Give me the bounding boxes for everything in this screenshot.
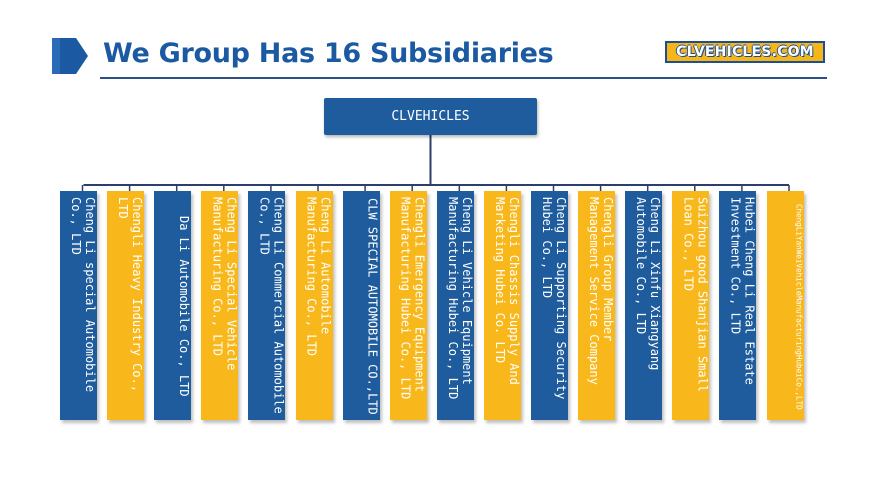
subsidiary-card: Chengli Group Member Management Service … bbox=[578, 191, 616, 420]
subsidiary-card: Cheng Li Automobile Manufacturing Co., L… bbox=[295, 191, 333, 420]
subsidiary-card: Chengli Chassis Supply And Marketing Hub… bbox=[483, 191, 521, 420]
org-root-node: CLVEHICLES bbox=[324, 98, 537, 135]
brand-logo: CLVEHICLES.COM bbox=[665, 41, 825, 63]
subsidiary-card: Chengli Heavy Industry Co., LTD bbox=[107, 191, 145, 420]
subsidiary-name: Chengli Group Member Management Service … bbox=[587, 197, 616, 385]
page-title: We Group Has 16 Subsidiaries bbox=[103, 38, 554, 69]
subsidiary-name: Suizhou good Shanjian Small Loan Co., LT… bbox=[681, 197, 710, 393]
subsidiary-name: ChengLiYanWeiVehicleManufacturingHubeiCo… bbox=[794, 203, 804, 410]
subsidiary-card: Cheng Li Special Vehicle Manufacturing C… bbox=[201, 191, 239, 420]
header-bookmark-icon bbox=[52, 38, 88, 74]
subsidiary-name: Cheng Li Vehicle Equipment Manufacturing… bbox=[445, 197, 474, 400]
subsidiary-name: Cheng Li Special Vehicle Manufacturing C… bbox=[210, 197, 239, 371]
subsidiary-name: Cheng Li Automobile Manufacturing Co., L… bbox=[304, 197, 333, 356]
subsidiary-card: Cheng Li Commercial Automobile Co., LTD bbox=[248, 191, 286, 420]
subsidiary-name: Cheng Li Xinfu Xiangyang Automobile Co.,… bbox=[634, 197, 663, 371]
subsidiary-name: Da Li Automobile Co., LTD bbox=[177, 216, 192, 397]
subsidiary-card: ChengLiYanWeiVehicleManufacturingHubeiCo… bbox=[766, 191, 804, 420]
subsidiary-card: Cheng Li Xinfu Xiangyang Automobile Co.,… bbox=[625, 191, 663, 420]
subsidiary-card: Cheng Li Vehicle Equipment Manufacturing… bbox=[436, 191, 474, 420]
title-divider bbox=[100, 77, 827, 79]
subsidiary-name: Cheng Li special Automobile Co., LTD bbox=[69, 197, 97, 393]
subsidiary-name: Chengli Chassis Supply And Marketing Hub… bbox=[492, 197, 521, 385]
subsidiary-card: Suizhou good Shanjian Small Loan Co., LT… bbox=[672, 191, 710, 420]
subsidiary-name: Cheng Li Commercial Automobile Co., LTD bbox=[257, 197, 286, 414]
subsidiary-card: Hubei Cheng Li Real Estate Investment Co… bbox=[719, 191, 757, 420]
subsidiary-card: Da Li Automobile Co., LTD bbox=[154, 191, 192, 420]
subsidiary-card: CLW SPECIAL AUTOMOBILE CO.,LTD bbox=[342, 191, 380, 420]
subsidiary-name: Chengli Heavy Industry Co., LTD bbox=[116, 197, 145, 393]
subsidiary-name: Hubei Cheng Li Real Estate Investment Co… bbox=[728, 197, 757, 385]
org-root-label: CLVEHICLES bbox=[391, 109, 470, 124]
subsidiary-name: Chengli Emergency Equipment Manufacturin… bbox=[398, 197, 427, 400]
subsidiary-card: Cheng Li special Automobile Co., LTD bbox=[60, 191, 97, 420]
subsidiary-card: Chengli Emergency Equipment Manufacturin… bbox=[389, 191, 427, 420]
subsidiary-card: Cheng Li Supporting Security Hubei Co., … bbox=[531, 191, 568, 420]
subsidiary-name: CLW SPECIAL AUTOMOBILE CO.,LTD bbox=[365, 198, 380, 415]
subsidiary-name: Cheng Li Supporting Security Hubei Co., … bbox=[540, 197, 568, 400]
